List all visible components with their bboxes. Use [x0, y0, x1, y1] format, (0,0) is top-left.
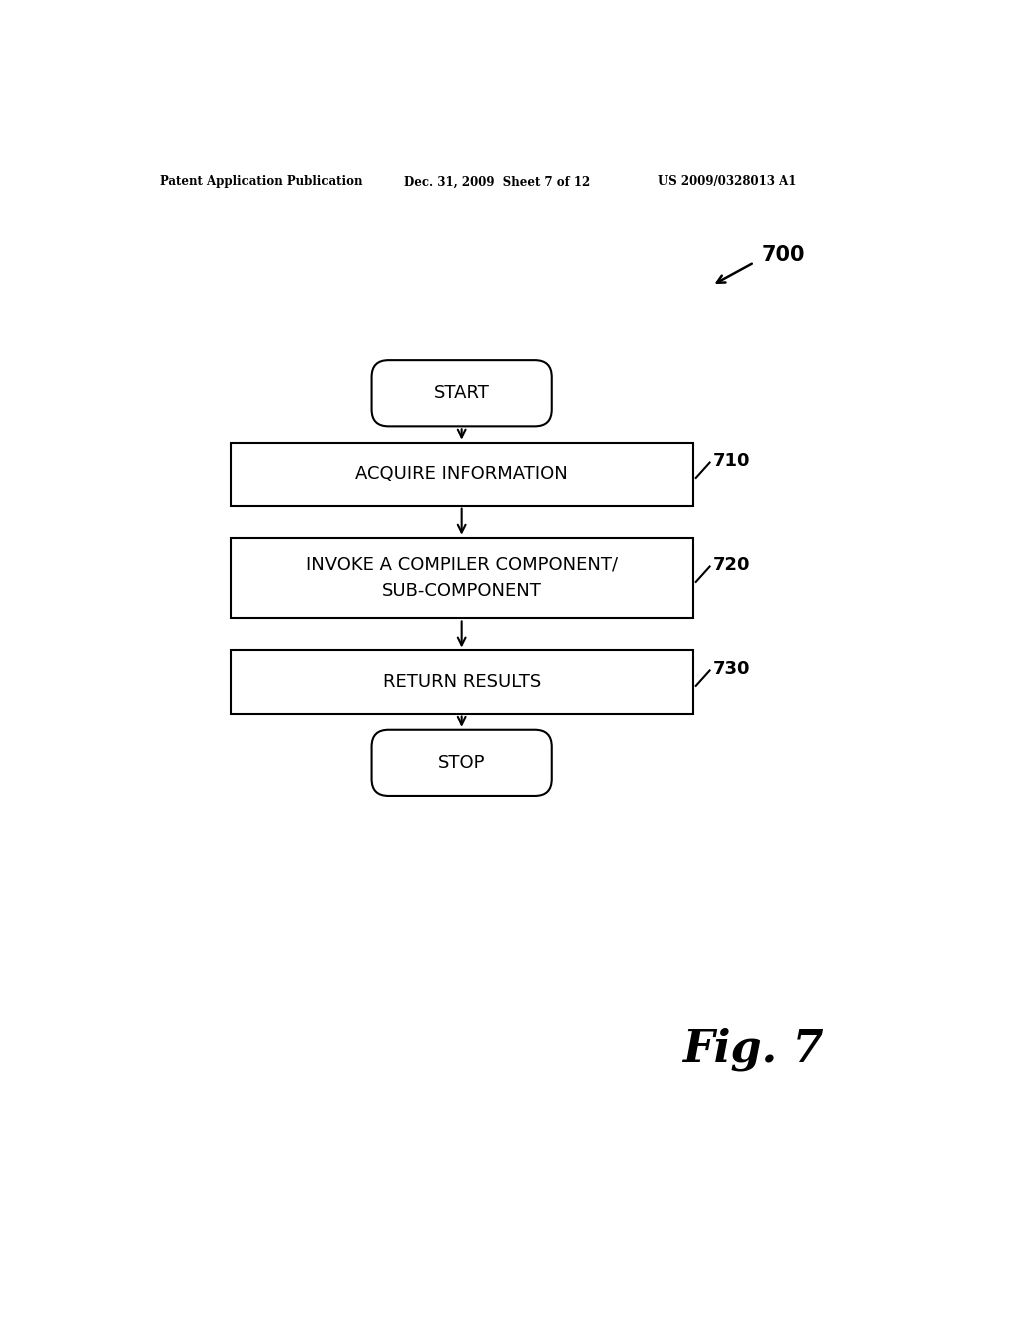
FancyBboxPatch shape — [372, 360, 552, 426]
Text: ACQUIRE INFORMATION: ACQUIRE INFORMATION — [355, 465, 568, 483]
Text: INVOKE A COMPILER COMPONENT/
SUB-COMPONENT: INVOKE A COMPILER COMPONENT/ SUB-COMPONE… — [305, 556, 617, 601]
Text: STOP: STOP — [438, 754, 485, 772]
Bar — [230, 537, 692, 619]
Bar — [230, 651, 692, 714]
Text: 700: 700 — [762, 244, 806, 264]
FancyBboxPatch shape — [372, 730, 552, 796]
Text: START: START — [434, 384, 489, 403]
Text: 710: 710 — [713, 451, 751, 470]
Text: Patent Application Publication: Patent Application Publication — [160, 176, 362, 189]
Text: 720: 720 — [713, 556, 751, 574]
Text: RETURN RESULTS: RETURN RESULTS — [383, 673, 541, 690]
Text: 730: 730 — [713, 660, 751, 678]
Bar — [230, 442, 692, 506]
Text: Fig. 7: Fig. 7 — [682, 1027, 823, 1071]
Text: Dec. 31, 2009  Sheet 7 of 12: Dec. 31, 2009 Sheet 7 of 12 — [403, 176, 590, 189]
Text: US 2009/0328013 A1: US 2009/0328013 A1 — [658, 176, 797, 189]
